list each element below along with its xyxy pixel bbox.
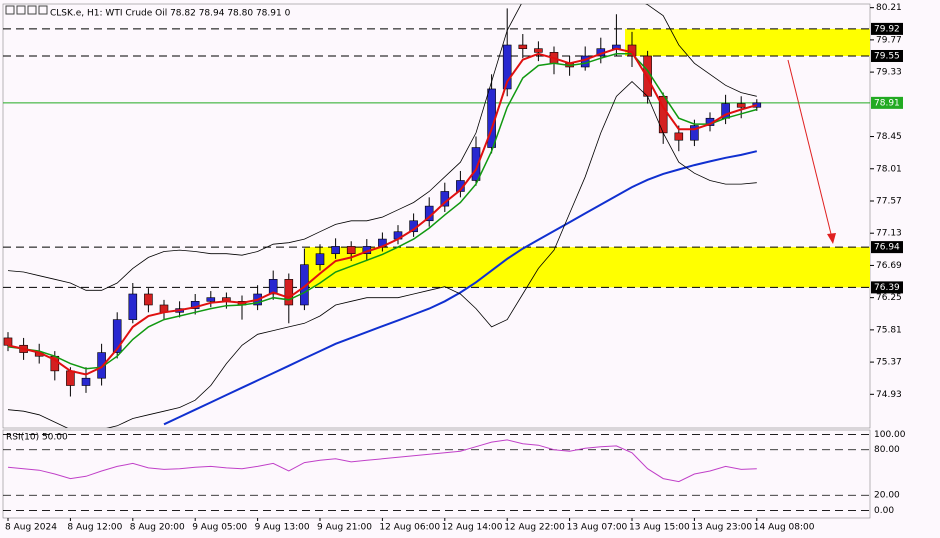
x-tick-label: 13 Aug 15:00	[629, 523, 690, 533]
candle-body	[534, 48, 543, 53]
candle-body	[300, 264, 309, 306]
chart-title: CLSK.e, H1: WTI Crude Oil 78.82 78.94 78…	[50, 9, 291, 19]
rsi-tick-label: 80.00	[874, 445, 900, 455]
candle-body	[128, 293, 138, 320]
candle-body	[690, 125, 699, 141]
candle-body	[752, 102, 762, 108]
x-tick-label: 13 Aug 23:00	[691, 523, 752, 533]
indicator-line	[7, 4, 757, 291]
y-tick-label: 77.57	[876, 196, 902, 206]
rsi-tick-label: 20.00	[874, 491, 900, 501]
y-tick-label: 78.45	[876, 132, 902, 142]
price-tag	[871, 96, 903, 109]
header-icons	[5, 5, 48, 15]
x-tick-label: 8 Aug 20:00	[130, 523, 185, 533]
price-tag	[871, 22, 903, 35]
x-tick-label: 9 Aug 21:00	[317, 523, 372, 533]
rsi-line	[7, 439, 757, 483]
y-tick-label: 79.33	[876, 68, 902, 78]
x-tick-label: 8 Aug 2024	[5, 523, 57, 533]
x-tick-label: 9 Aug 13:00	[255, 523, 310, 533]
zone	[305, 247, 870, 288]
x-tick-label: 12 Aug 06:00	[379, 523, 440, 533]
indicator-line	[163, 150, 758, 426]
candle-body	[97, 352, 106, 379]
candle-body	[674, 132, 684, 141]
price-tag-label: 79.92	[874, 24, 900, 34]
price-tag-label: 79.55	[874, 51, 900, 61]
candle-body	[518, 44, 528, 49]
price-tag	[871, 241, 903, 254]
candle-body	[206, 297, 216, 302]
x-tick-label: 9 Aug 05:00	[192, 523, 247, 533]
y-tick-label: 75.37	[876, 358, 902, 368]
x-tick-label: 8 Aug 12:00	[67, 523, 122, 533]
rsi-tick-label: 100.00	[874, 430, 906, 440]
candle-body	[112, 319, 122, 353]
candle-body	[268, 279, 278, 295]
candle-body	[502, 44, 512, 90]
icon	[5, 5, 15, 15]
candle-body	[144, 293, 153, 306]
candle-body	[66, 370, 75, 386]
arrow-head	[827, 233, 836, 244]
rsi-frame	[2, 429, 871, 519]
y-tick-label: 80.21	[876, 3, 902, 13]
arrow-line	[787, 59, 833, 239]
price-tag-label: 76.39	[874, 283, 900, 293]
x-tick-label: 12 Aug 22:00	[504, 523, 565, 533]
rsi-title: RSI(10) 50.00	[6, 433, 68, 443]
candle-body	[190, 301, 200, 309]
candle-body	[315, 253, 325, 265]
main-frame	[2, 3, 871, 429]
y-tick-label: 77.13	[876, 229, 902, 239]
x-tick-label: 13 Aug 07:00	[567, 523, 628, 533]
icon	[27, 5, 37, 15]
price-tag	[871, 49, 903, 62]
candle-body	[3, 337, 13, 346]
y-tick-label: 79.77	[876, 35, 902, 45]
candle-body	[471, 147, 481, 181]
candle-body	[81, 377, 91, 386]
y-tick-label: 76.25	[876, 293, 902, 303]
x-tick-label: 14 Aug 08:00	[754, 523, 815, 533]
y-tick-label: 78.01	[876, 164, 902, 174]
y-tick-label: 74.93	[876, 390, 902, 400]
indicator-line	[7, 81, 757, 428]
price-tag	[871, 281, 903, 294]
y-tick-label: 76.69	[876, 261, 902, 271]
candle-body	[331, 246, 340, 255]
candle-body	[284, 279, 294, 306]
indicator-line	[7, 47, 758, 376]
price-tag-label: 78.91	[874, 98, 900, 108]
x-tick-label: 12 Aug 14:00	[442, 523, 503, 533]
price-tag-label: 76.94	[874, 243, 900, 253]
candle-body	[736, 103, 746, 108]
candle-body	[346, 246, 356, 255]
plot-area	[3, 4, 870, 428]
icon	[38, 5, 48, 15]
y-tick-label: 75.81	[876, 325, 902, 335]
rsi-tick-label: 0.00	[874, 506, 894, 516]
icon	[16, 5, 26, 15]
zone	[625, 28, 870, 56]
